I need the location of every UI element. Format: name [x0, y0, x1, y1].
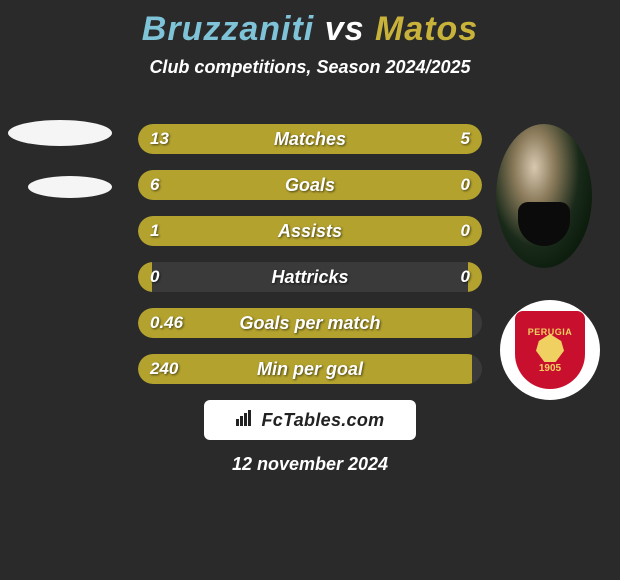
club-crest-right: PERUGIA 1905 — [500, 300, 600, 400]
source-text: FcTables.com — [262, 410, 385, 431]
stat-value-right: 0 — [461, 170, 470, 200]
page-title: Bruzzaniti vs Matos — [0, 0, 620, 49]
source-badge: FcTables.com — [204, 400, 416, 440]
stat-row: Assists1 0 — [138, 216, 482, 246]
comparison-card: Bruzzaniti vs Matos Club competitions, S… — [0, 0, 620, 580]
left-player-placeholder — [8, 120, 112, 228]
stat-value-left: 0.46 — [150, 308, 183, 338]
chart-icon — [236, 410, 256, 431]
stat-row: Min per goal240 — [138, 354, 482, 384]
placeholder-ellipse — [28, 176, 112, 198]
footer-date: 12 november 2024 — [0, 454, 620, 475]
stat-row: Matches13 5 — [138, 124, 482, 154]
stat-value-left: 240 — [150, 354, 178, 384]
stat-label: Matches — [138, 124, 482, 154]
placeholder-ellipse — [8, 120, 112, 146]
subtitle: Club competitions, Season 2024/2025 — [0, 57, 620, 78]
crest-year: 1905 — [539, 363, 561, 374]
stat-value-right: 5 — [461, 124, 470, 154]
title-player-left: Bruzzaniti — [142, 10, 314, 48]
stat-label: Min per goal — [138, 354, 482, 384]
crest-circle: PERUGIA 1905 — [500, 300, 600, 400]
griffin-icon — [536, 334, 564, 362]
stat-row: Goals per match0.46 — [138, 308, 482, 338]
player-photo-right — [496, 124, 592, 268]
stat-value-left: 1 — [150, 216, 159, 246]
stat-value-right: 0 — [461, 262, 470, 292]
comparison-bars: Matches135Goals60Assists10Hattricks00Goa… — [138, 124, 482, 400]
stat-row: Hattricks0 0 — [138, 262, 482, 292]
stat-label: Goals — [138, 170, 482, 200]
stat-label: Hattricks — [138, 262, 482, 292]
stat-row: Goals6 0 — [138, 170, 482, 200]
stat-label: Assists — [138, 216, 482, 246]
title-vs: vs — [325, 10, 365, 48]
stat-value-left: 6 — [150, 170, 159, 200]
crest-shield: PERUGIA 1905 — [515, 311, 585, 389]
stat-value-left: 0 — [150, 262, 159, 292]
stat-value-left: 13 — [150, 124, 169, 154]
title-player-right: Matos — [375, 10, 478, 48]
stat-label: Goals per match — [138, 308, 482, 338]
stat-value-right: 0 — [461, 216, 470, 246]
